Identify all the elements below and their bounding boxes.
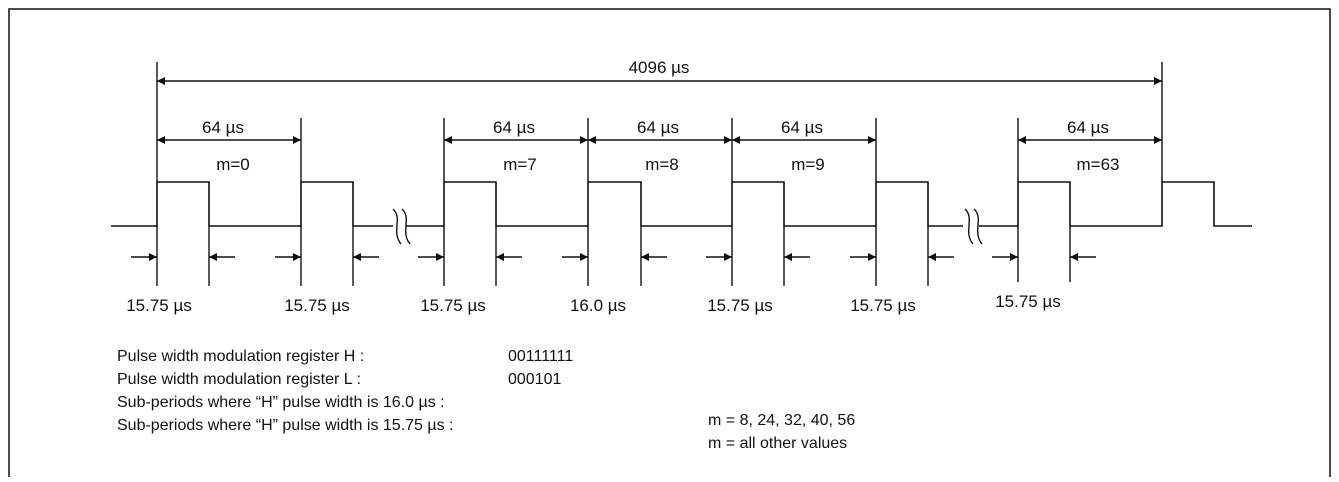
sub-period-width-label: 64 µs xyxy=(637,118,679,137)
pulse-width-label: 15.75 µs xyxy=(126,296,192,315)
sub-period-16-values: m = 8, 24, 32, 40, 56 xyxy=(708,412,855,429)
register-l-label: Pulse width modulation register L : xyxy=(117,371,361,388)
register-l-value: 000101 xyxy=(508,371,561,388)
pulse-width-label: 16.0 µs xyxy=(570,296,626,315)
total-period-label: 4096 µs xyxy=(629,58,690,77)
pulse-width-label: 15.75 µs xyxy=(284,296,350,315)
pulse-width-label: 15.75 µs xyxy=(420,296,486,315)
sub-period-width-label: 64 µs xyxy=(202,118,244,137)
figure-frame xyxy=(8,8,1331,477)
sub-period-index-label: m=7 xyxy=(503,155,537,174)
sub-period-width-label: 64 µs xyxy=(493,118,535,137)
sub-period-index-label: m=0 xyxy=(216,155,250,174)
pulse-width-label: 15.75 µs xyxy=(850,296,916,315)
sub-period-index-label: m=8 xyxy=(645,155,679,174)
pwm-waveform xyxy=(111,181,1252,227)
sub-period-1575-label: Sub-periods where “H” pulse width is 15.… xyxy=(117,417,453,434)
sub-period-1575-values: m = all other values xyxy=(708,435,847,452)
pulse-width-label: 15.75 µs xyxy=(995,292,1061,311)
register-h-value: 00111111 xyxy=(508,348,573,365)
sub-period-index-label: m=9 xyxy=(791,155,825,174)
pulse-width-label: 15.75 µs xyxy=(707,296,773,315)
sub-period-index-label: m=63 xyxy=(1077,155,1120,174)
sub-period-16-label: Sub-periods where “H” pulse width is 16.… xyxy=(117,394,445,411)
sub-period-width-label: 64 µs xyxy=(1067,118,1109,137)
sub-period-width-label: 64 µs xyxy=(781,118,823,137)
register-h-label: Pulse width modulation register H : xyxy=(117,348,364,365)
break-mark xyxy=(964,208,983,245)
break-mark xyxy=(392,208,411,245)
